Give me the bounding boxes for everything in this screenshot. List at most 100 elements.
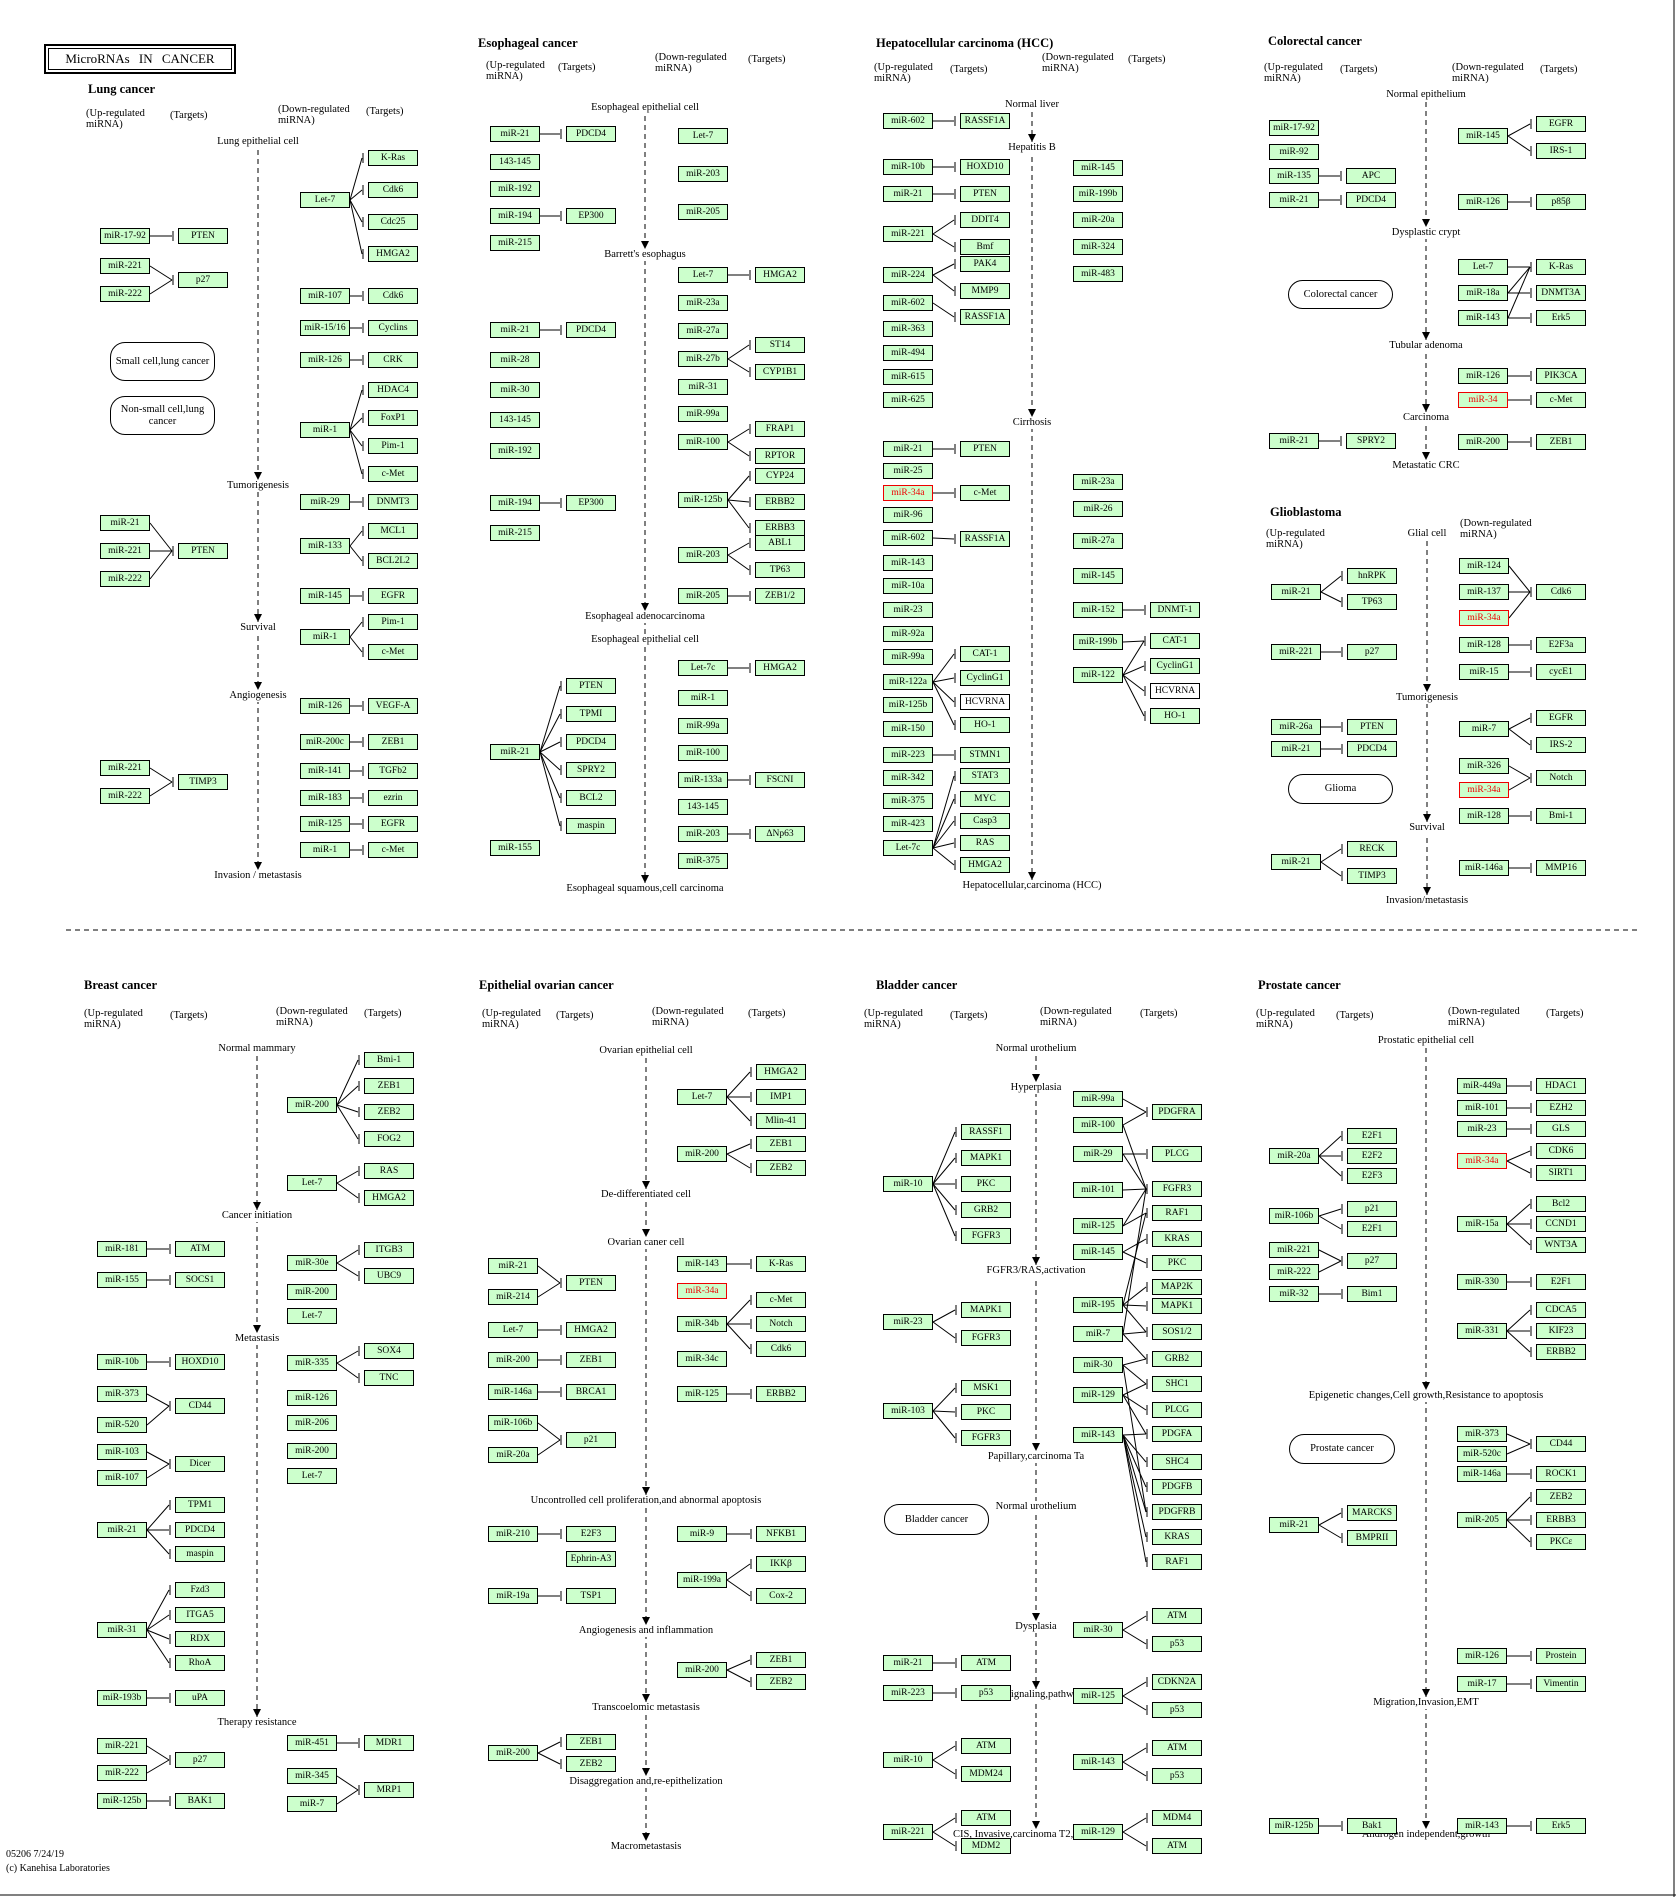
pathway-node-Prostein[interactable]: Prostein [1536, 1648, 1586, 1664]
pathway-node-Let-7[interactable]: Let-7 [488, 1322, 538, 1338]
pathway-node-miR-17-92[interactable]: miR-17-92 [1269, 120, 1319, 136]
pathway-node-GLS[interactable]: GLS [1536, 1121, 1586, 1137]
pathway-node-STAT3[interactable]: STAT3 [960, 768, 1010, 784]
pathway-node-miR-99a[interactable]: miR-99a [678, 406, 728, 422]
pathway-node-miR-126[interactable]: miR-126 [287, 1390, 337, 1406]
pathway-node-PDGFA[interactable]: PDGFA [1152, 1426, 1202, 1442]
pathway-node-c-Met[interactable]: c-Met [960, 485, 1010, 501]
pathway-node-CRK[interactable]: CRK [368, 352, 418, 368]
pathway-node-miR-15[interactable]: miR-15 [1459, 664, 1509, 680]
pathway-node-miR-126[interactable]: miR-126 [300, 698, 350, 714]
pathway-node-miR-107[interactable]: miR-107 [300, 288, 350, 304]
pathway-node-Notch[interactable]: Notch [1536, 770, 1586, 786]
pathway-node-miR-221[interactable]: miR-221 [1269, 1242, 1319, 1258]
pathway-node-E2F1[interactable]: E2F1 [1347, 1128, 1397, 1144]
pathway-node-PAK4[interactable]: PAK4 [960, 256, 1010, 272]
pathway-node-p53[interactable]: p53 [1152, 1636, 1202, 1652]
pathway-node-miR-625[interactable]: miR-625 [883, 392, 933, 408]
pathway-node-miR-135[interactable]: miR-135 [1269, 168, 1319, 184]
pathway-node-miR-451[interactable]: miR-451 [287, 1735, 337, 1751]
pathway-node-miR-223[interactable]: miR-223 [883, 1685, 933, 1701]
pathway-node-Cdk6[interactable]: Cdk6 [368, 182, 418, 198]
pathway-node-SOX4[interactable]: SOX4 [364, 1343, 414, 1359]
pathway-node-TP63[interactable]: TP63 [1347, 594, 1397, 610]
pathway-node-miR-602[interactable]: miR-602 [883, 530, 933, 546]
pathway-node-KRAS[interactable]: KRAS [1152, 1529, 1202, 1545]
pathway-node-miR-324[interactable]: miR-324 [1073, 239, 1123, 255]
pathway-node-miR-194[interactable]: miR-194 [490, 208, 540, 224]
pathway-node-miR-214[interactable]: miR-214 [488, 1289, 538, 1305]
pathway-node-ZEB1/2[interactable]: ZEB1/2 [755, 588, 805, 604]
pathway-node-Let-7c[interactable]: Let-7c [678, 660, 728, 676]
pathway-node-IKKβ[interactable]: IKKβ [756, 1556, 806, 1572]
pathway-node-ERBB2[interactable]: ERBB2 [756, 1386, 806, 1402]
pathway-node-FGFR3[interactable]: FGFR3 [961, 1430, 1011, 1446]
pathway-node-miR-155[interactable]: miR-155 [490, 840, 540, 856]
pathway-node-miR-143[interactable]: miR-143 [1073, 1754, 1123, 1770]
pathway-node-miR-194[interactable]: miR-194 [490, 495, 540, 511]
pathway-node-PKC[interactable]: PKC [1152, 1255, 1202, 1271]
pathway-node-miR-30[interactable]: miR-30 [1073, 1357, 1123, 1373]
pathway-node-MMP16[interactable]: MMP16 [1536, 860, 1586, 876]
pathway-node-miR-203[interactable]: miR-203 [678, 166, 728, 182]
pathway-node-miR-222[interactable]: miR-222 [100, 788, 150, 804]
pathway-node-miR-363[interactable]: miR-363 [883, 321, 933, 337]
pathway-node-miR-483[interactable]: miR-483 [1073, 266, 1123, 282]
pathway-node-miR-221[interactable]: miR-221 [883, 226, 933, 242]
pathway-node-Let-7[interactable]: Let-7 [287, 1468, 337, 1484]
pathway-node-CD44[interactable]: CD44 [175, 1398, 225, 1414]
pathway-node-p85β[interactable]: p85β [1536, 194, 1586, 210]
pathway-node-RAF1[interactable]: RAF1 [1152, 1205, 1202, 1221]
pathway-node-miR-205[interactable]: miR-205 [678, 588, 728, 604]
pathway-node-TNC[interactable]: TNC [364, 1370, 414, 1386]
pathway-node-miR-34a[interactable]: miR-34a [1457, 1153, 1507, 1169]
disease-box[interactable]: Small cell,lung cancer [110, 342, 215, 381]
pathway-node-miR-143[interactable]: miR-143 [883, 555, 933, 571]
pathway-node-miR-21[interactable]: miR-21 [1271, 741, 1321, 757]
pathway-node-miR-17[interactable]: miR-17 [1457, 1676, 1507, 1692]
pathway-node-miR-200[interactable]: miR-200 [287, 1284, 337, 1300]
pathway-node-PLCG[interactable]: PLCG [1152, 1402, 1202, 1418]
pathway-node-CD44[interactable]: CD44 [1536, 1436, 1586, 1452]
pathway-node-SIRT1[interactable]: SIRT1 [1536, 1165, 1586, 1181]
pathway-node-143-145[interactable]: 143-145 [490, 412, 540, 428]
pathway-node-miR-602[interactable]: miR-602 [883, 295, 933, 311]
pathway-node-miR-222[interactable]: miR-222 [100, 286, 150, 302]
pathway-node-Bak1[interactable]: Bak1 [1347, 1818, 1397, 1834]
pathway-node-PDCD4[interactable]: PDCD4 [175, 1522, 225, 1538]
pathway-node-MDM4[interactable]: MDM4 [1152, 1810, 1202, 1826]
pathway-node-miR-222[interactable]: miR-222 [1269, 1264, 1319, 1280]
pathway-node-HDAC4[interactable]: HDAC4 [368, 382, 418, 398]
pathway-node-GRB2[interactable]: GRB2 [961, 1202, 1011, 1218]
pathway-node-miR-143[interactable]: miR-143 [1457, 1818, 1507, 1834]
pathway-node-miR-23[interactable]: miR-23 [1457, 1121, 1507, 1137]
pathway-node-miR-27b[interactable]: miR-27b [678, 351, 728, 367]
pathway-node-BAK1[interactable]: BAK1 [175, 1793, 225, 1809]
pathway-node-Vimentin[interactable]: Vimentin [1536, 1676, 1586, 1692]
pathway-node-143-145[interactable]: 143-145 [490, 154, 540, 170]
pathway-node-MDM2[interactable]: MDM2 [961, 1838, 1011, 1854]
pathway-node-miR-99a[interactable]: miR-99a [1073, 1091, 1123, 1107]
pathway-node-CDK6[interactable]: CDK6 [1536, 1143, 1586, 1159]
pathway-node-miR-192[interactable]: miR-192 [490, 181, 540, 197]
pathway-node-miR-26a[interactable]: miR-26a [1271, 719, 1321, 735]
pathway-node-FOG2[interactable]: FOG2 [364, 1131, 414, 1147]
pathway-node-CDKN2A[interactable]: CDKN2A [1152, 1674, 1202, 1690]
pathway-node-miR-20a[interactable]: miR-20a [1073, 212, 1123, 228]
pathway-node-MAPK1[interactable]: MAPK1 [1152, 1298, 1202, 1314]
pathway-node-Bmi-1[interactable]: Bmi-1 [1536, 808, 1586, 824]
pathway-node-PIK3CA[interactable]: PIK3CA [1536, 368, 1586, 384]
pathway-node-TIMP3[interactable]: TIMP3 [178, 774, 228, 790]
pathway-node-miR-205[interactable]: miR-205 [678, 204, 728, 220]
pathway-node-Let-7[interactable]: Let-7 [678, 128, 728, 144]
pathway-node-Bmi-1[interactable]: Bmi-1 [364, 1052, 414, 1068]
pathway-node-miR-335[interactable]: miR-335 [287, 1355, 337, 1371]
pathway-node-miR-21[interactable]: miR-21 [490, 126, 540, 142]
pathway-node-miR-21[interactable]: miR-21 [97, 1522, 147, 1538]
pathway-node-CAT-1[interactable]: CAT-1 [1150, 633, 1200, 649]
pathway-node-miR-21[interactable]: miR-21 [488, 1258, 538, 1274]
pathway-node-miR-23[interactable]: miR-23 [883, 1314, 933, 1330]
pathway-node-SHC4[interactable]: SHC4 [1152, 1454, 1202, 1470]
pathway-node-Let-7[interactable]: Let-7 [677, 1089, 727, 1105]
pathway-node-miR-183[interactable]: miR-183 [300, 790, 350, 806]
